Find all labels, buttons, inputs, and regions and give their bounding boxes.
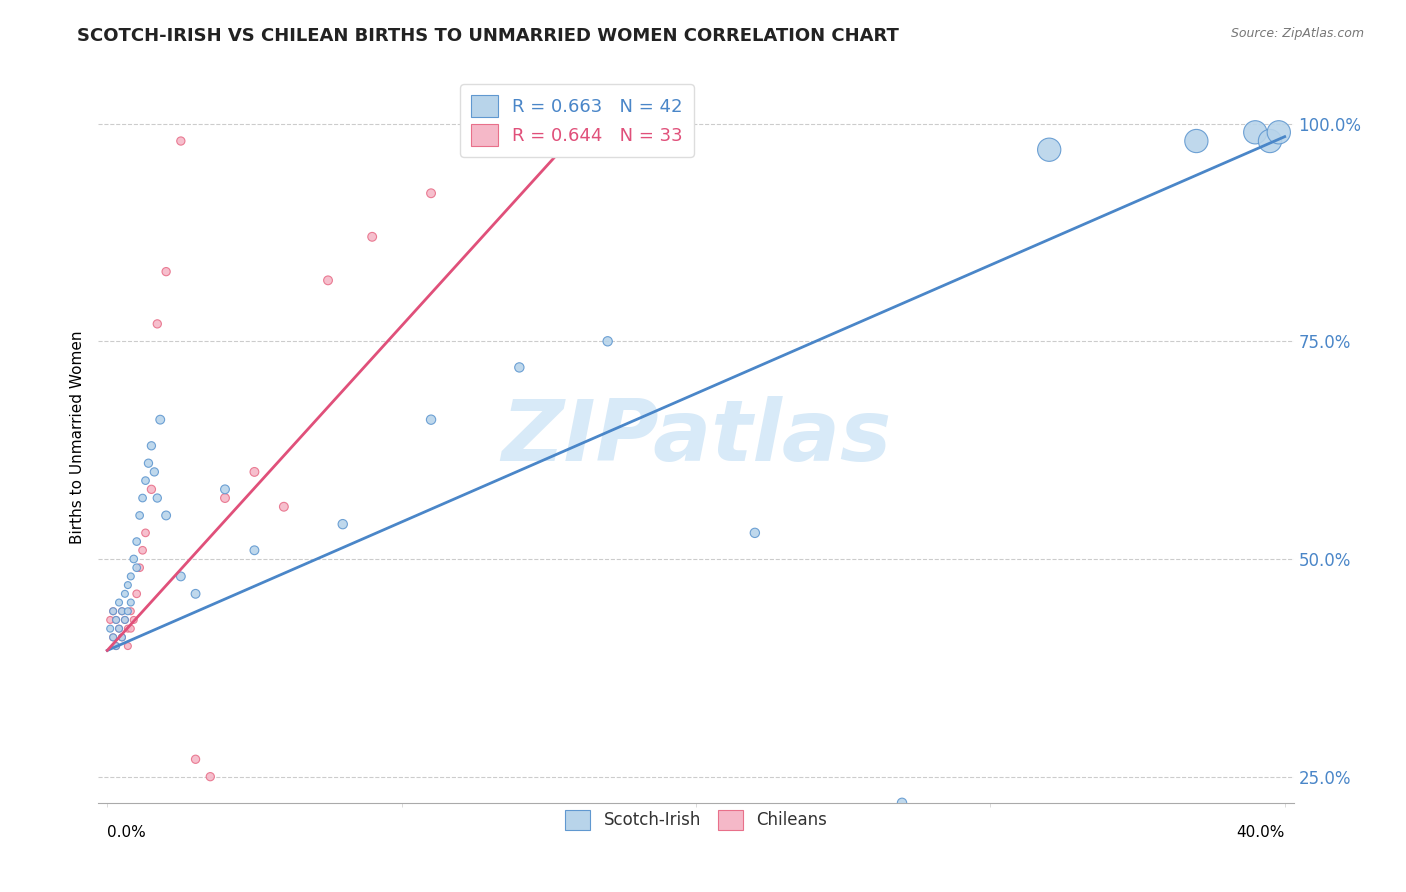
Point xyxy=(596,334,619,349)
Point xyxy=(117,578,139,592)
Point xyxy=(134,474,156,488)
Point xyxy=(1258,134,1281,148)
Point xyxy=(101,631,124,645)
Point xyxy=(273,500,295,514)
Point xyxy=(149,412,172,426)
Point xyxy=(184,587,207,601)
Point xyxy=(243,465,266,479)
Point xyxy=(114,587,136,601)
Point xyxy=(146,317,169,331)
Point xyxy=(128,560,150,574)
Text: 40.0%: 40.0% xyxy=(1236,824,1285,839)
Point xyxy=(111,631,134,645)
Point xyxy=(138,456,160,470)
Point xyxy=(1038,143,1060,157)
Point xyxy=(131,543,153,558)
Point xyxy=(891,796,914,810)
Point xyxy=(125,587,148,601)
Point xyxy=(117,639,139,653)
Point xyxy=(120,604,142,618)
Text: SCOTCH-IRISH VS CHILEAN BIRTHS TO UNMARRIED WOMEN CORRELATION CHART: SCOTCH-IRISH VS CHILEAN BIRTHS TO UNMARR… xyxy=(77,27,900,45)
Point xyxy=(143,465,166,479)
Point xyxy=(134,525,156,540)
Point xyxy=(200,770,222,784)
Point xyxy=(170,569,193,583)
Legend: Scotch-Irish, Chileans: Scotch-Irish, Chileans xyxy=(557,801,835,838)
Point xyxy=(117,604,139,618)
Point xyxy=(214,491,236,505)
Point xyxy=(146,491,169,505)
Point xyxy=(316,273,339,287)
Point xyxy=(508,360,530,375)
Point xyxy=(744,525,766,540)
Point xyxy=(1268,125,1291,139)
Point xyxy=(98,622,121,636)
Point xyxy=(114,613,136,627)
Point xyxy=(111,604,134,618)
Point xyxy=(122,552,145,566)
Point xyxy=(105,613,128,627)
Point xyxy=(141,483,163,497)
Point xyxy=(120,569,142,583)
Point xyxy=(98,613,121,627)
Point xyxy=(361,229,384,244)
Point xyxy=(120,622,142,636)
Point xyxy=(122,613,145,627)
Point xyxy=(141,439,163,453)
Point xyxy=(131,491,153,505)
Point xyxy=(105,639,128,653)
Point xyxy=(101,604,124,618)
Point xyxy=(170,134,193,148)
Point xyxy=(1244,125,1267,139)
Point xyxy=(108,595,131,609)
Point xyxy=(332,517,354,532)
Point xyxy=(111,604,134,618)
Point xyxy=(478,143,501,157)
Point xyxy=(567,117,589,131)
Point xyxy=(553,125,575,139)
Point xyxy=(101,631,124,645)
Text: 0.0%: 0.0% xyxy=(107,824,146,839)
Point xyxy=(105,639,128,653)
Point xyxy=(120,595,142,609)
Text: Source: ZipAtlas.com: Source: ZipAtlas.com xyxy=(1230,27,1364,40)
Point xyxy=(114,613,136,627)
Point xyxy=(125,534,148,549)
Point xyxy=(155,508,177,523)
Point xyxy=(420,186,443,201)
Point xyxy=(214,483,236,497)
Point xyxy=(125,560,148,574)
Point xyxy=(1185,134,1208,148)
Point xyxy=(111,631,134,645)
Point xyxy=(108,622,131,636)
Point xyxy=(184,752,207,766)
Y-axis label: Births to Unmarried Women: Births to Unmarried Women xyxy=(69,330,84,544)
Point xyxy=(128,508,150,523)
Point xyxy=(420,412,443,426)
Point xyxy=(155,265,177,279)
Point xyxy=(117,622,139,636)
Point xyxy=(243,543,266,558)
Point xyxy=(108,622,131,636)
Point xyxy=(101,604,124,618)
Point xyxy=(105,613,128,627)
Text: ZIPatlas: ZIPatlas xyxy=(501,395,891,479)
